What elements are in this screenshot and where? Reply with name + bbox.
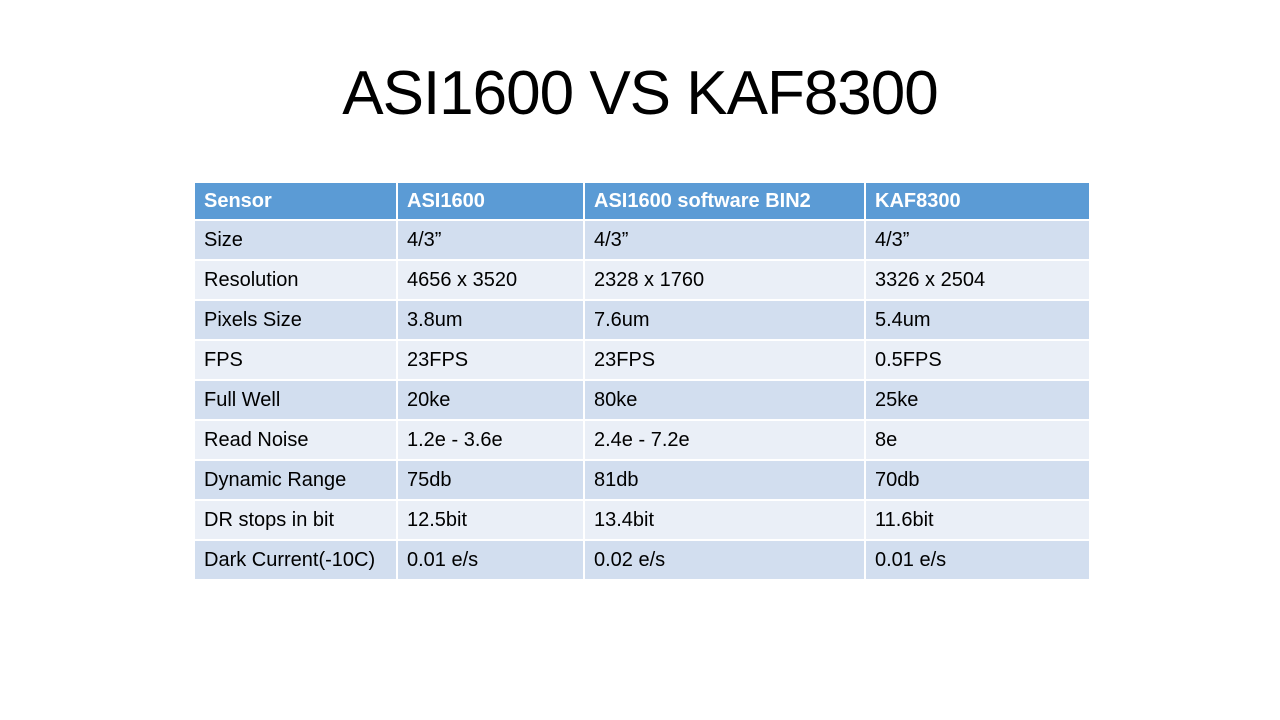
table-cell: 20ke (396, 379, 585, 421)
header-cell: ASI1600 (396, 181, 585, 221)
table-cell: 2.4e - 7.2e (583, 419, 866, 461)
table-row: Read Noise 1.2e - 3.6e 2.4e - 7.2e 8e (193, 419, 1091, 461)
table-cell: 25ke (864, 379, 1091, 421)
table-cell: DR stops in bit (193, 499, 398, 541)
table-cell: 23FPS (396, 339, 585, 381)
table-cell: 3.8um (396, 299, 585, 341)
table-row: Dark Current(-10C) 0.01 e/s 0.02 e/s 0.01 e… (193, 539, 1091, 581)
table-cell: 4/3” (583, 219, 866, 261)
table-cell: 4/3” (396, 219, 585, 261)
comparison-table: Sensor ASI1600 ASI1600 software BIN2 KAF830… (193, 181, 1091, 581)
table-cell: Resolution (193, 259, 398, 301)
table-cell: 4/3” (864, 219, 1091, 261)
table-cell: Pixels Size (193, 299, 398, 341)
table-cell: 7.6um (583, 299, 866, 341)
table-cell: 0.02 e/s (583, 539, 866, 581)
header-cell: KAF8300 (864, 181, 1091, 221)
table-row: Resolution 4656 x 3520 2328 x 1760 3326 x 2… (193, 259, 1091, 301)
table-cell: 4656 x 3520 (396, 259, 585, 301)
table-cell: 5.4um (864, 299, 1091, 341)
table-cell: Full Well (193, 379, 398, 421)
table-row: FPS 23FPS 23FPS 0.5FPS (193, 339, 1091, 381)
table-cell: Dynamic Range (193, 459, 398, 501)
table-row: Size 4/3” 4/3” 4/3” (193, 219, 1091, 261)
table-cell: 1.2e - 3.6e (396, 419, 585, 461)
table-cell: 8e (864, 419, 1091, 461)
table-cell: 0.5FPS (864, 339, 1091, 381)
header-row: Sensor ASI1600 ASI1600 software BIN2 KAF830… (193, 181, 1091, 221)
table-cell: 3326 x 2504 (864, 259, 1091, 301)
header-cell: Sensor (193, 181, 398, 221)
slide-title: ASI1600 VS KAF8300 (342, 59, 939, 128)
table-cell: 81db (583, 459, 866, 501)
table-row: Dynamic Range 75db 81db 70db (193, 459, 1091, 501)
table-cell: 0.01 e/s (864, 539, 1091, 581)
table-row: Pixels Size 3.8um 7.6um 5.4um (193, 299, 1091, 341)
table-cell: 70db (864, 459, 1091, 501)
table-cell: 80ke (583, 379, 866, 421)
table-row: DR stops in bit 12.5bit 13.4bit 11.6bit (193, 499, 1091, 541)
table-cell: Read Noise (193, 419, 398, 461)
table-cell: 0.01 e/s (396, 539, 585, 581)
header-cell: ASI1600 software BIN2 (583, 181, 866, 221)
table-cell: 23FPS (583, 339, 866, 381)
table-cell: 75db (396, 459, 585, 501)
table-cell: Dark Current(-10C) (193, 539, 398, 581)
table-cell: FPS (193, 339, 398, 381)
table-cell: 12.5bit (396, 499, 585, 541)
table-row: Full Well 20ke 80ke 25ke (193, 379, 1091, 421)
table-cell: 11.6bit (864, 499, 1091, 541)
table-cell: Size (193, 219, 398, 261)
table-cell: 2328 x 1760 (583, 259, 866, 301)
table-cell: 13.4bit (583, 499, 866, 541)
